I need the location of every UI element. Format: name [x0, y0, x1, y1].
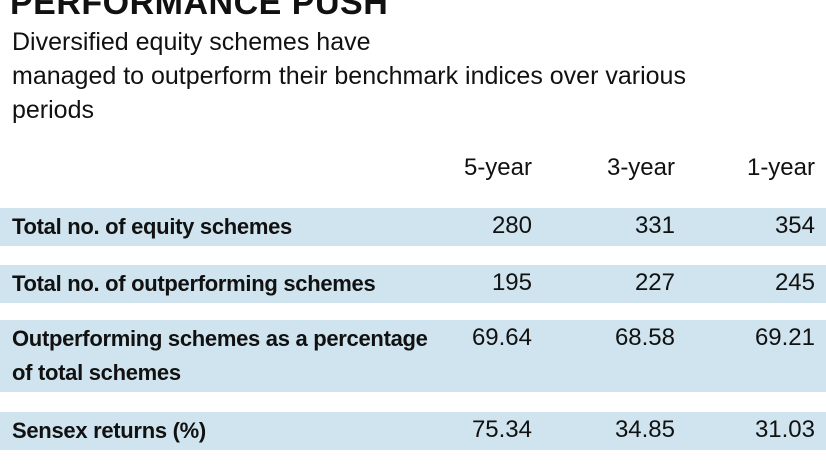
column-header: 1-year	[746, 154, 815, 181]
cell-value: 75.34	[471, 416, 532, 443]
cell-value: 69.21	[754, 324, 815, 351]
row-label: Outperforming schemes as a percentage of…	[12, 326, 428, 385]
title: PERFORMANCE PUSH	[10, 0, 389, 22]
subtitle: managed to outperform their benchmark in…	[12, 62, 686, 90]
cell-value: 195	[491, 269, 532, 296]
subtitle: Diversified equity schemes have	[12, 28, 371, 56]
row-label: Total no. of equity schemes	[12, 214, 292, 239]
cell-value: 31.03	[754, 416, 815, 443]
row-label: Total no. of outperforming schemes	[12, 271, 376, 296]
row-band	[0, 208, 826, 246]
cell-value: 34.85	[614, 416, 675, 443]
cell-value: 331	[634, 212, 675, 239]
column-header: 3-year	[606, 154, 675, 181]
cell-value: 68.58	[614, 324, 675, 351]
row-band	[0, 265, 826, 303]
column-header: 5-year	[463, 154, 532, 181]
row-band	[0, 320, 826, 392]
row-band	[0, 412, 826, 450]
cell-value: 227	[634, 269, 675, 296]
cell-value: 69.64	[471, 324, 532, 351]
row-label: Sensex returns (%)	[12, 418, 206, 443]
cell-value: 280	[491, 212, 532, 239]
subtitle: periods	[12, 96, 94, 124]
cell-value: 245	[774, 269, 815, 296]
cell-value: 354	[774, 212, 815, 239]
